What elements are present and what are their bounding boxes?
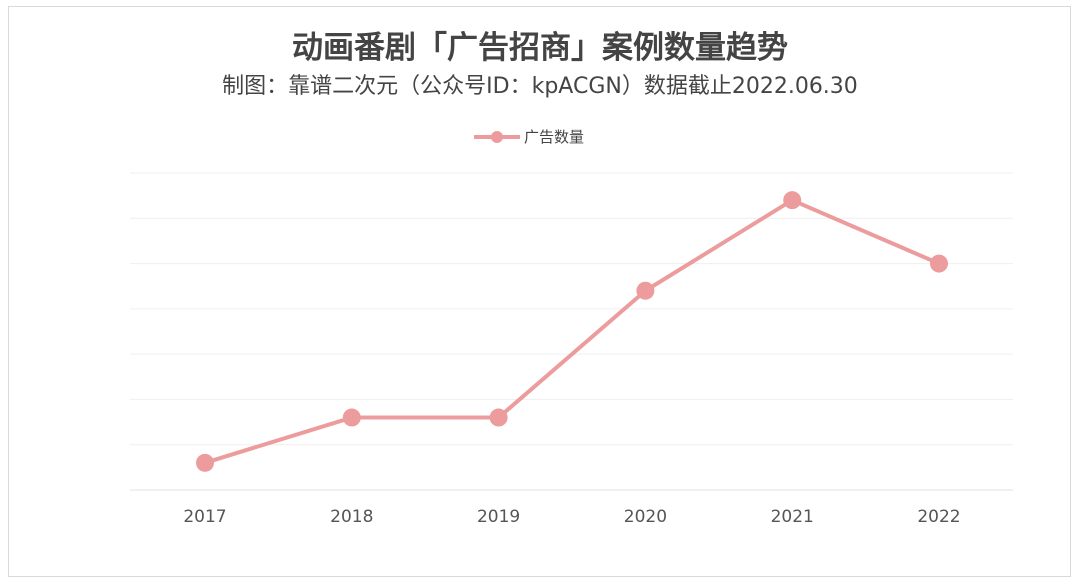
x-tick-label: 2021 — [771, 507, 814, 527]
legend-label: 广告数量 — [524, 128, 585, 146]
x-tick-label: 2020 — [624, 507, 667, 527]
chart-frame — [8, 6, 1071, 577]
x-tick-label: 2019 — [477, 507, 520, 527]
data-point — [489, 408, 508, 427]
legend[interactable]: 广告数量 — [474, 126, 584, 147]
x-tick-label: 2022 — [917, 507, 960, 527]
data-point — [930, 254, 948, 273]
data-point — [783, 191, 802, 210]
legend-line-marker-icon — [474, 130, 520, 143]
series-line — [204, 198, 940, 465]
data-point — [342, 408, 361, 427]
x-tick-label: 2018 — [330, 507, 373, 527]
chart-subtitle: 制图：靠谱二次元（公众号ID：kpACGN）数据截止2022.06.30 — [222, 74, 858, 99]
chart-title: 动画番剧「广告招商」案例数量趋势 — [292, 30, 788, 66]
x-tick-label: 2017 — [183, 507, 226, 527]
data-point — [636, 281, 655, 300]
data-point — [196, 453, 214, 472]
